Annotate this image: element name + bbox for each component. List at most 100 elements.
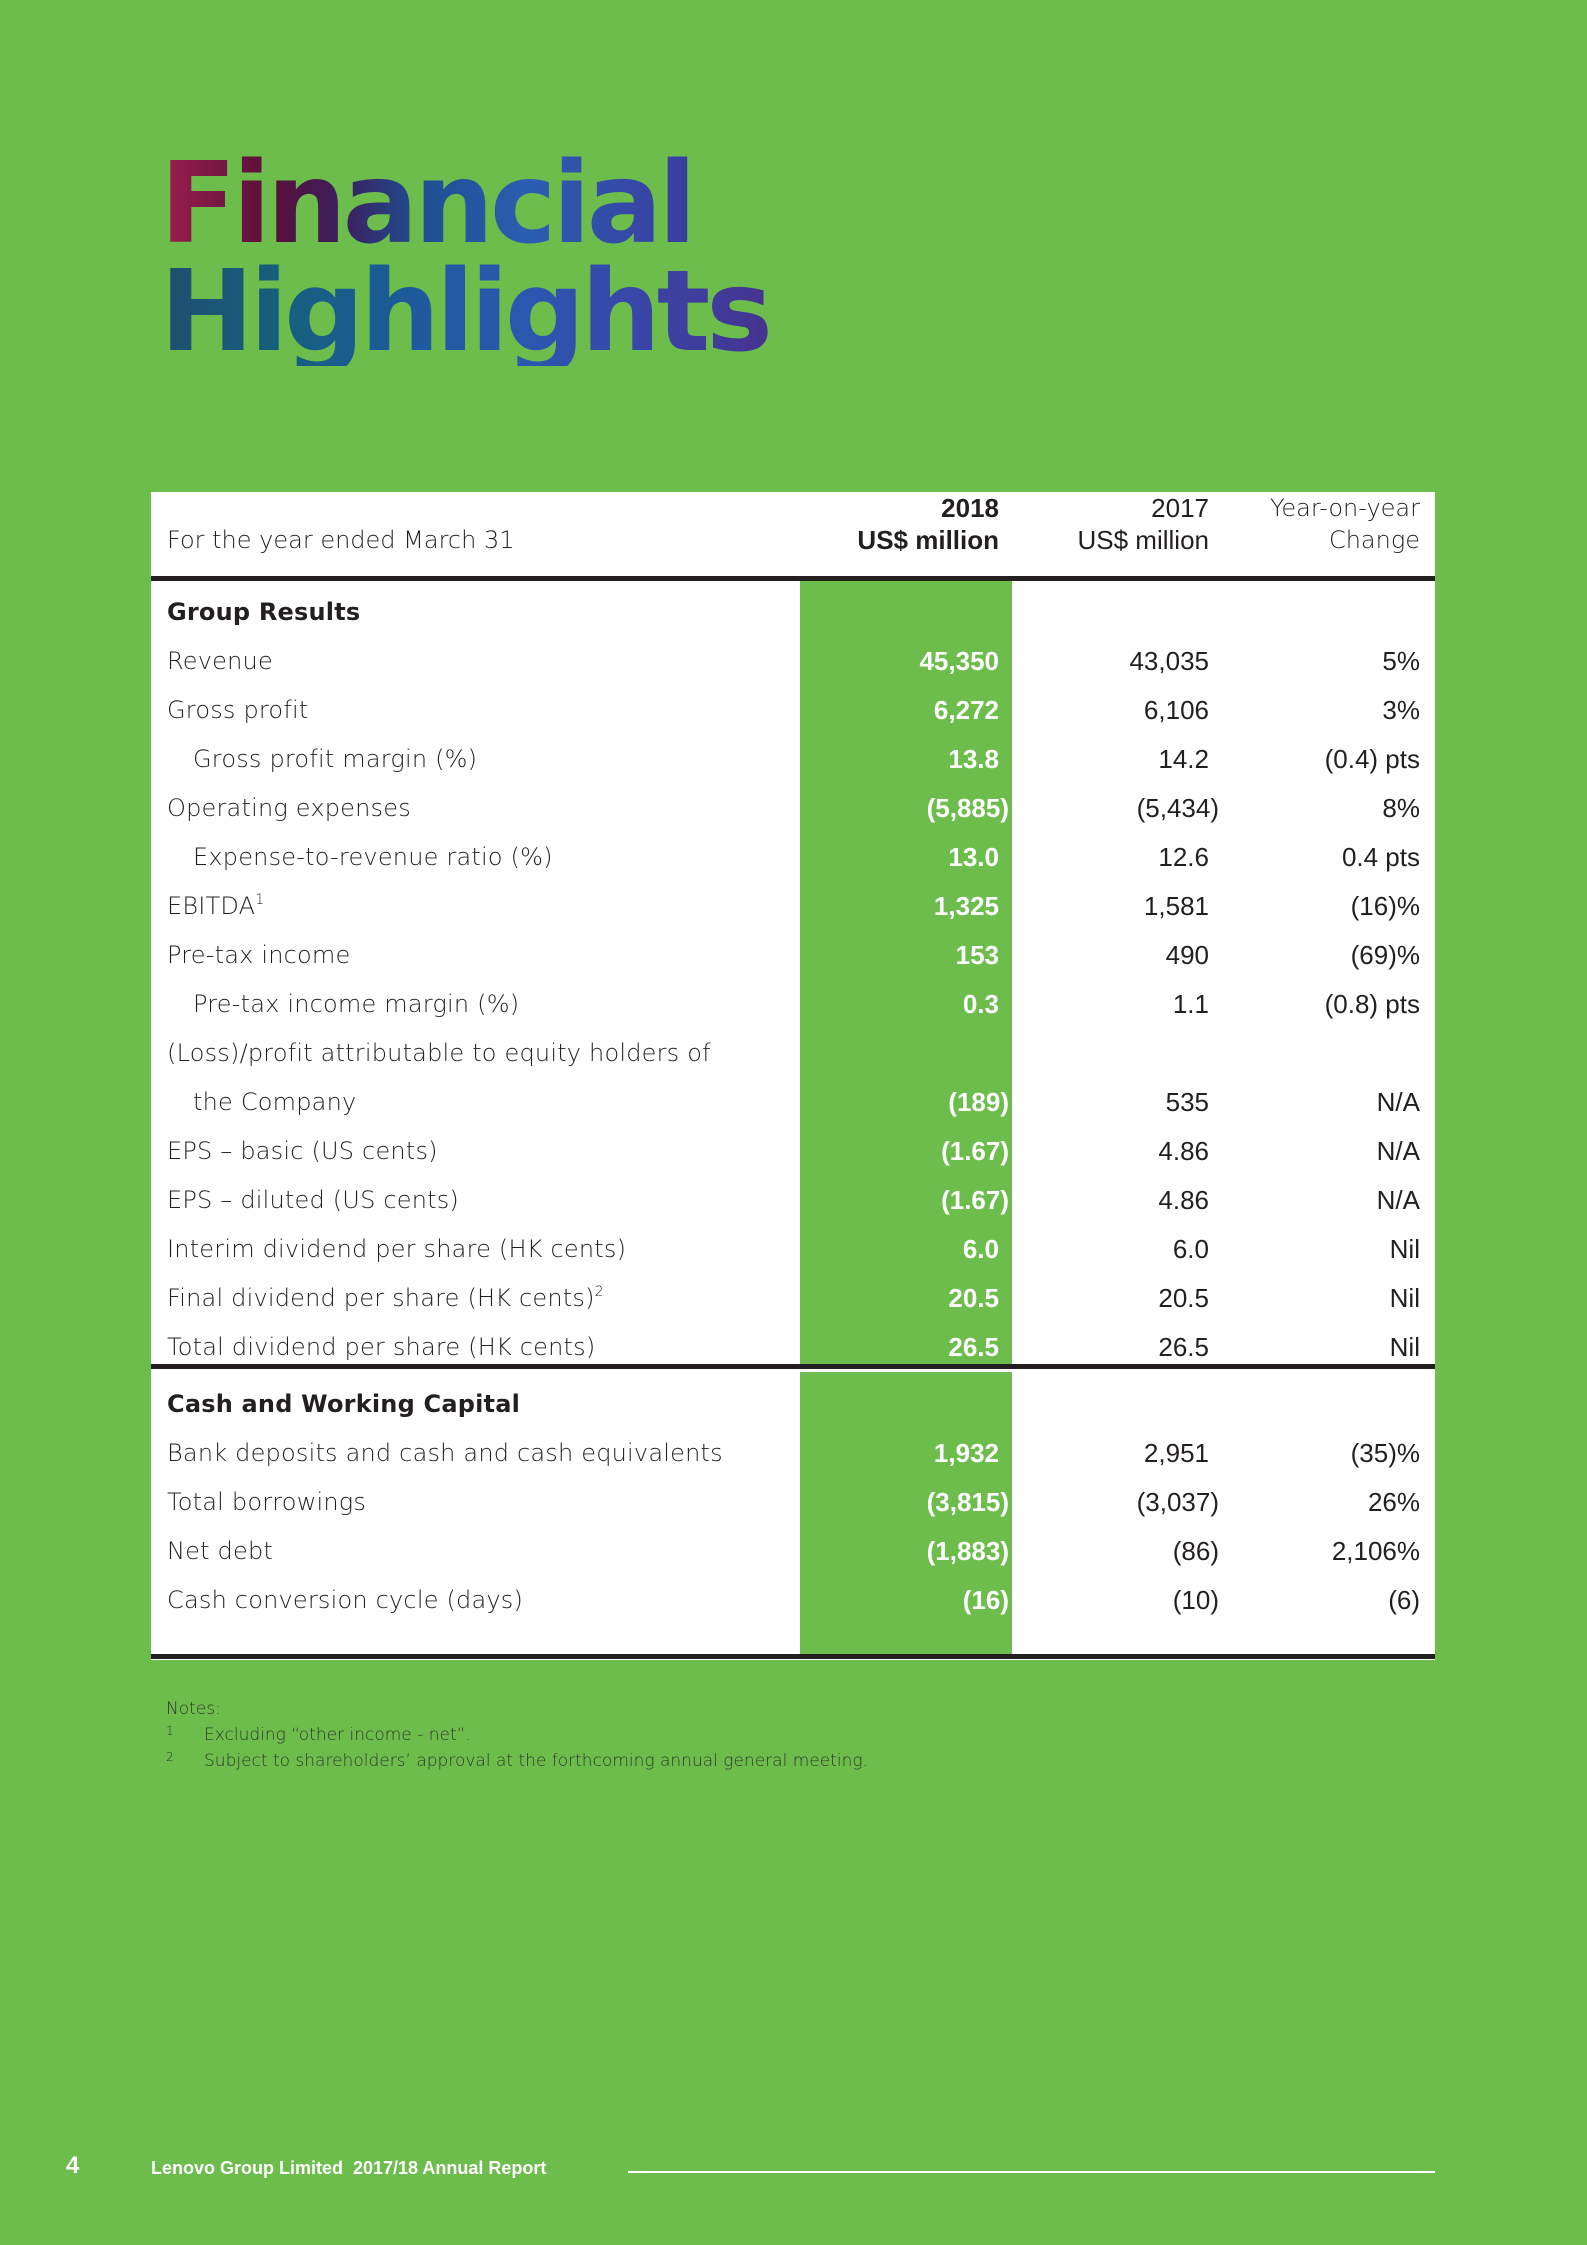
value-change: Nil [1389, 1332, 1420, 1362]
value-change: Nil [1389, 1283, 1420, 1313]
header-label: For the year ended March 31 [167, 526, 515, 554]
value-2017: 2,951 [1143, 1438, 1209, 1468]
notes-heading: Notes: [166, 1699, 221, 1719]
row-label-continued: the Company [193, 1088, 357, 1116]
page-number: 4 [66, 2152, 80, 2179]
row-label: Gross profit [167, 696, 309, 724]
table-row: Gross profit margin (%) 13.8 14.2 (0.4) pts [151, 735, 1435, 784]
value-2017: (10) [1172, 1585, 1219, 1615]
value-change: 0.4 pts [1341, 842, 1420, 872]
row-label: Interim dividend per share (HK cents) [167, 1235, 627, 1263]
value-2018: 0.3 [962, 989, 999, 1019]
table-row: EPS – diluted (US cents) (1.67) 4.86 N/A [151, 1176, 1435, 1225]
footer-divider [628, 2171, 1435, 2173]
table-row: Expense-to-revenue ratio (%) 13.0 12.6 0.4 … [151, 833, 1435, 882]
value-2017: 26.5 [1158, 1332, 1209, 1362]
value-change: N/A [1376, 1087, 1420, 1117]
value-2018: 6.0 [962, 1234, 999, 1264]
header-2018: 2018 US$ million [857, 493, 999, 555]
value-change: (69)% [1350, 940, 1420, 970]
row-label: EBITDA1 [167, 892, 265, 920]
table-row: Net debt (1,883) (86) 2,106% [151, 1527, 1435, 1576]
table-row: Operating expenses (5,885) (5,434) 8% [151, 784, 1435, 833]
value-2018: (1.67) [941, 1136, 1009, 1166]
value-2018: 26.5 [948, 1332, 999, 1362]
note-2: 2 Subject to shareholders’ approval at t… [166, 1750, 868, 1771]
value-2018: (1.67) [941, 1185, 1009, 1215]
bottom-rule [151, 1654, 1435, 1659]
value-2017: (86) [1172, 1536, 1219, 1566]
row-label: Gross profit margin (%) [193, 745, 478, 773]
value-2018: (1,883) [926, 1536, 1009, 1566]
value-2017: 12.6 [1158, 842, 1209, 872]
row-label: Revenue [167, 647, 273, 675]
title-line-1: Financial [160, 148, 769, 260]
value-change: N/A [1376, 1185, 1420, 1215]
row-label: (Loss)/profit attributable to equity hol… [167, 1039, 711, 1067]
title-line-2: Highlights [160, 247, 773, 377]
row-label: Total borrowings [167, 1488, 367, 1516]
header-change: Year-on-year Change [1269, 494, 1420, 554]
value-2017: 4.86 [1158, 1136, 1209, 1166]
value-2018: 20.5 [948, 1283, 999, 1313]
row-label: Final dividend per share (HK cents)2 [167, 1284, 604, 1312]
page-title: Financial Highlights [160, 148, 773, 377]
value-2018: 45,350 [919, 646, 999, 676]
row-label: Bank deposits and cash and cash equivale… [167, 1439, 723, 1467]
table-row: (Loss)/profit attributable to equity hol… [151, 1029, 1435, 1127]
row-label: EPS – basic (US cents) [167, 1137, 438, 1165]
notes: Notes: 1 Excluding “other income - net”.… [166, 1696, 868, 1774]
section-title: Group Results [151, 588, 1435, 637]
footnote-ref: 1 [255, 892, 265, 908]
value-2018: (3,815) [926, 1487, 1009, 1517]
value-2018: 13.0 [948, 842, 999, 872]
value-change: Nil [1389, 1234, 1420, 1264]
value-2018: 1,932 [933, 1438, 999, 1468]
value-change: (0.8) pts [1324, 989, 1420, 1019]
table-row: Final dividend per share (HK cents)2 20.5… [151, 1274, 1435, 1323]
value-2017: 4.86 [1158, 1185, 1209, 1215]
table-row: Pre-tax income margin (%) 0.3 1.1 (0.8) pts [151, 980, 1435, 1029]
value-2017: 20.5 [1158, 1283, 1209, 1313]
table-row: EBITDA1 1,325 1,581 (16)% [151, 882, 1435, 931]
value-2017: 535 [1165, 1087, 1209, 1117]
table-row: Pre-tax income 153 490 (69)% [151, 931, 1435, 980]
section-title-label: Group Results [167, 598, 361, 626]
highlight-column-2018-cash [800, 1372, 1012, 1654]
value-2018: 6,272 [933, 695, 999, 725]
value-change: 2,106% [1331, 1536, 1420, 1566]
value-change: 3% [1382, 695, 1420, 725]
value-2017: 490 [1165, 940, 1209, 970]
footer-text: Lenovo Group Limited 2017/18 Annual Repo… [151, 2158, 547, 2178]
row-label: Cash conversion cycle (days) [167, 1586, 524, 1614]
value-2018: (5,885) [926, 793, 1009, 823]
row-label: Net debt [167, 1537, 274, 1565]
value-2017: 14.2 [1158, 744, 1209, 774]
footnote-ref: 2 [594, 1284, 604, 1300]
value-2017: 1.1 [1172, 989, 1209, 1019]
highlight-column-2018-group [800, 580, 1012, 1364]
table-row: Bank deposits and cash and cash equivale… [151, 1429, 1435, 1478]
value-change: 8% [1382, 793, 1420, 823]
value-2018: (189) [948, 1087, 1009, 1117]
table-row: Total dividend per share (HK cents) 26.5 2… [151, 1323, 1435, 1372]
value-2017: 6.0 [1172, 1234, 1209, 1264]
value-2017: (3,037) [1136, 1487, 1219, 1517]
value-2017: (5,434) [1136, 793, 1219, 823]
value-2018: 153 [955, 940, 999, 970]
table-row: Total borrowings (3,815) (3,037) 26% [151, 1478, 1435, 1527]
row-label: Pre-tax income [167, 941, 351, 969]
value-2017: 43,035 [1129, 646, 1209, 676]
table-row: Gross profit 6,272 6,106 3% [151, 686, 1435, 735]
value-change: (6) [1388, 1585, 1420, 1615]
table-header: For the year ended March 31 2018 US$ mil… [151, 492, 1435, 576]
table-row: Cash conversion cycle (days) (16) (10) (6) [151, 1576, 1435, 1625]
value-2018: (16) [962, 1585, 1009, 1615]
value-change: 5% [1382, 646, 1420, 676]
row-label: Total dividend per share (HK cents) [167, 1333, 596, 1361]
financial-highlights-table: For the year ended March 31 2018 US$ mil… [151, 492, 1435, 1660]
value-change: (35)% [1350, 1438, 1420, 1468]
table-row: EPS – basic (US cents) (1.67) 4.86 N/A [151, 1127, 1435, 1176]
row-label: EPS – diluted (US cents) [167, 1186, 459, 1214]
row-label: Pre-tax income margin (%) [193, 990, 520, 1018]
